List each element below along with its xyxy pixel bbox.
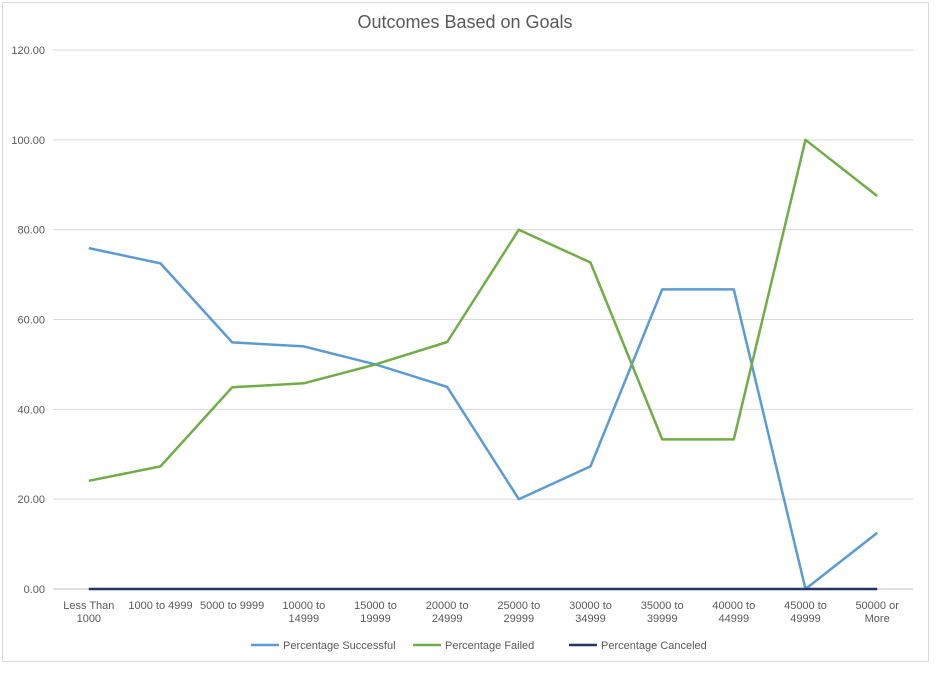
legend-label: Percentage Canceled [601,640,707,652]
x-axis-tick-labels: Less Than 1000 1000 to 4999 5000 to 9999 100… [63,600,899,625]
x-tick-label: 45000 to 49999 [784,600,827,625]
legend-item: Percentage Canceled [569,640,707,652]
legend-label: Percentage Failed [445,640,534,652]
legend: Percentage Successful Percentage Failed Pe… [251,640,707,652]
legend-item: Percentage Successful [251,640,396,652]
legend-item: Percentage Failed [413,640,534,652]
gridlines [53,49,913,590]
x-tick-label: 20000 to 24999 [426,600,469,625]
x-tick-label: 10000 to 14999 [282,600,325,625]
line-chart: Outcomes Based on Goals 0.00 20.00 40.00 60… [11,12,913,652]
y-tick-label: 20.00 [17,494,45,506]
series-line-percentage-successful [88,246,878,591]
y-tick-label: 100.00 [11,135,45,147]
series-line-percentage-failed [88,138,878,483]
x-tick-label: Less Than 1000 [63,600,114,625]
chart-title: Outcomes Based on Goals [357,12,572,32]
x-tick-label: 5000 to 9999 [200,600,264,612]
chart-frame: Outcomes Based on Goals 0.00 20.00 40.00 60… [2,2,929,662]
x-tick-label: 35000 to 39999 [641,600,684,625]
y-tick-label: 60.00 [17,315,45,327]
legend-label: Percentage Successful [283,640,396,652]
y-tick-label: 80.00 [17,225,45,237]
x-tick-label: 15000 to 19999 [354,600,397,625]
y-tick-label: 40.00 [17,404,45,416]
y-tick-label: 0.00 [24,584,45,596]
x-tick-label: 40000 to 44999 [712,600,755,625]
x-tick-label: 50000 or More [855,600,899,625]
x-tick-label: 30000 to 34999 [569,600,612,625]
x-tick-label: 25000 to 29999 [497,600,540,625]
y-tick-label: 120.00 [11,45,45,57]
x-tick-label: 1000 to 4999 [128,600,192,612]
y-axis-tick-labels: 0.00 20.00 40.00 60.00 80.00 100.00 120.00 [11,45,45,596]
series-lines [88,138,878,591]
